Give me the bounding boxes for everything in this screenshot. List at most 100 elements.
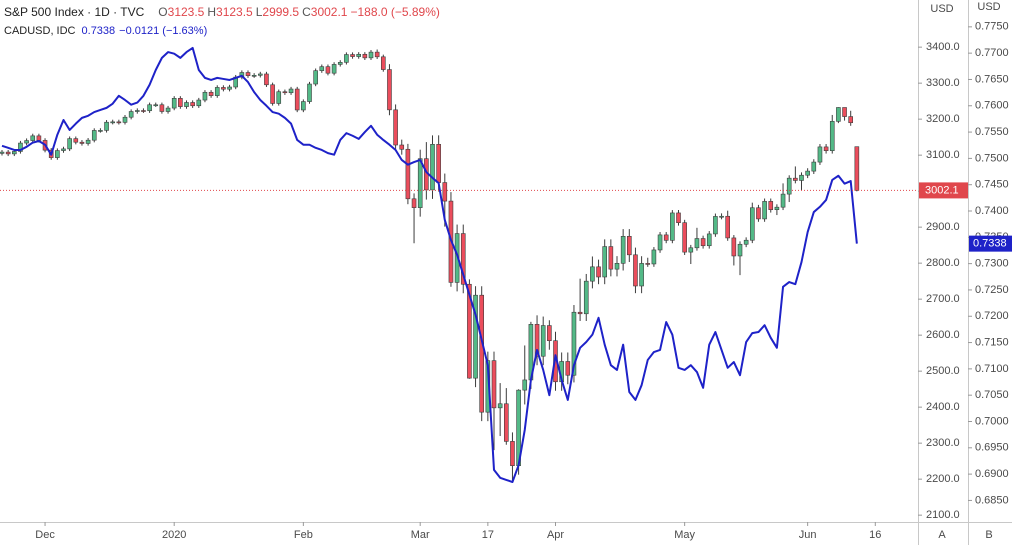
candle-body [18,142,23,152]
candle-body [694,238,700,249]
candle-body [141,110,146,112]
candle-body [30,135,36,141]
x-tick-label: Mar [411,529,430,541]
candle-body [817,146,823,163]
candle-body [682,222,687,253]
y2-tick-label: 0.7300 [975,258,1009,270]
candle-body [356,53,362,57]
candle-body [762,201,767,220]
scale-button[interactable]: A [938,529,946,541]
candle-body [460,233,466,285]
y2-unit: USD [977,1,1000,13]
x-tick-label: 17 [482,529,494,541]
candle-body [565,361,571,376]
candle-body [202,91,208,101]
x-tick-label: Jun [799,529,817,541]
candle-body [98,130,103,132]
y2-tick-label: 0.7650 [975,73,1009,85]
legend-ohlc-value: 3123.5 [167,5,205,19]
y2-tick-label: 0.7600 [975,100,1009,112]
candle-body [645,263,651,265]
candle-body [522,379,528,391]
candle-body [547,325,552,342]
candle-body [245,72,251,76]
candle-body [639,263,644,287]
candle-body [793,177,798,181]
candle-body [799,174,804,181]
candle-body [614,263,620,270]
y2-tick-label: 0.7100 [975,363,1009,375]
candle-body [319,66,325,71]
candle-body [208,91,214,96]
candle-body [700,238,706,247]
candle-body [836,107,841,122]
candle-body [848,116,854,124]
candle-body [399,144,405,150]
candle-body [670,212,675,241]
x-tick-label: Feb [294,529,313,541]
candle-body [61,148,66,151]
legend-ohlc-value: 3123.5 [216,5,253,19]
candle-body [362,53,368,59]
legend-ohlc-letter: H [207,5,217,19]
y-tick-label: 3200.0 [926,113,960,125]
candle-body [122,116,128,123]
candle-body [497,403,503,409]
legend-ohlc-letter: O [158,5,168,19]
last-value-badge [969,235,1012,252]
candle-body [307,83,312,102]
candle-body [405,148,411,200]
candle-body [85,139,91,144]
y2-tick-label: 0.7250 [975,284,1009,296]
candle-body [823,146,829,151]
candle-body [325,66,331,74]
candle-body [331,64,337,74]
legend-change: −188.0 (−5.89%) [350,5,440,19]
scale-button[interactable]: B [985,529,992,541]
y-tick-label: 3300.0 [926,77,960,89]
candle-body [67,138,72,150]
y2-tick-label: 0.7400 [975,205,1009,217]
candle-body [171,98,177,109]
candle-body [749,207,755,241]
candle-body [805,170,810,176]
candle-body [503,403,509,442]
candle-body [91,130,97,141]
candle-body [374,51,380,58]
y-tick-label: 2300.0 [926,437,960,449]
y2-tick-label: 0.7700 [975,47,1009,59]
legend-change: −0.0121 (−1.63%) [119,25,208,37]
candle-body [178,98,183,107]
candle-body [768,201,774,211]
candle-body [159,104,165,112]
candle-body [214,87,220,96]
candle-body [676,212,681,223]
candle-body [380,56,386,70]
candle-body [688,247,694,253]
candle-body [774,206,780,210]
candle-body [344,54,349,63]
candle-body [442,182,448,202]
candle-body [350,54,355,57]
candle-body [577,311,583,315]
candle-body [135,110,140,112]
y2-tick-label: 0.7550 [975,126,1009,138]
candle-body [0,151,5,154]
legend-ohlc-value: 2999.5 [262,5,300,19]
candle-body [153,104,159,107]
legend-row: CADUSD, IDC 0.7338 −0.0121 (−1.63%) [4,22,444,41]
candle-body [128,111,134,118]
candle-body [510,441,515,466]
y-tick-label: 2900.0 [926,221,960,233]
x-tick-label: Dec [35,529,55,541]
candle-body [571,311,577,376]
candle-body [473,294,478,379]
candle-body [79,141,85,144]
candle-body [737,243,743,257]
candle-body [227,86,232,90]
legend-ohlc-letter: L [255,5,263,19]
y-tick-label: 2600.0 [926,329,960,341]
candle-body [165,107,171,112]
